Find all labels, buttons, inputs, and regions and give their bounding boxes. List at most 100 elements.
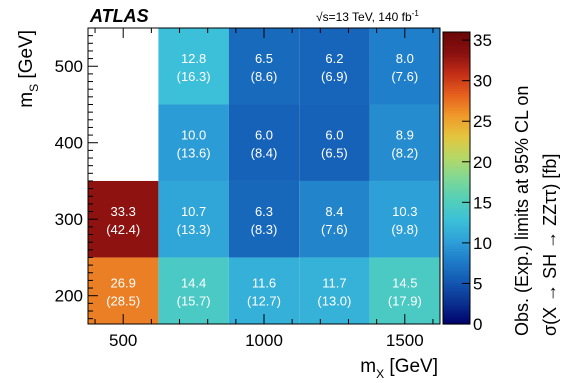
energy-lumi-text: √s=13 TeV, 140 fb — [316, 10, 412, 24]
cell-observed-label: 10.0 — [181, 128, 206, 143]
colorbar-segment — [443, 56, 470, 60]
cell-expected-label: (17.9) — [388, 294, 422, 309]
cell-observed-label: 14.4 — [181, 276, 206, 291]
colorbar-segment — [443, 299, 470, 303]
colorbar-segment — [443, 126, 470, 130]
colorbar-segment — [443, 238, 470, 242]
colorbar-segment — [443, 258, 470, 262]
colorbar-tick-label: 10 — [473, 234, 492, 253]
colorbar-segment — [443, 197, 470, 201]
heatmap-cell — [158, 104, 229, 181]
heatmap-cells — [88, 28, 440, 324]
colorbar-segment — [443, 260, 470, 264]
colorbar-segment — [443, 170, 470, 174]
colorbar: 0 5 10 15 20 25 30 35 — [442, 31, 492, 334]
colorbar-tick-label: 0 — [473, 315, 482, 334]
colorbar-segment — [443, 141, 470, 145]
colorbar-segment — [443, 180, 470, 184]
cell-expected-label: (8.3) — [251, 222, 278, 237]
x-axis-title-subscript: X — [376, 367, 384, 381]
colorbar-segment — [443, 70, 470, 74]
colorbar-segment — [443, 151, 470, 155]
heatmap-cell — [299, 180, 370, 258]
colorbar-segment — [443, 39, 470, 43]
colorbar-segment — [443, 148, 470, 152]
heatmap-cell — [88, 180, 159, 258]
colorbar-segment — [443, 263, 470, 267]
cell-observed-label: 8.4 — [325, 204, 343, 219]
heatmap-cell — [369, 257, 440, 324]
colorbar-segment — [443, 314, 470, 318]
colorbar-segment — [443, 289, 470, 293]
y-tick-label: 300 — [55, 210, 83, 229]
colorbar-segment — [443, 282, 470, 286]
colorbar-segment — [443, 61, 470, 65]
y-tick-label: 500 — [55, 57, 83, 76]
colorbar-tick-label: 20 — [473, 153, 492, 172]
cell-expected-label: (12.7) — [247, 294, 281, 309]
colorbar-segment — [443, 304, 470, 308]
colorbar-segment — [443, 236, 470, 240]
colorbar-segment — [443, 199, 470, 203]
colorbar-segment — [443, 216, 470, 220]
heatmap-cell — [228, 28, 300, 105]
heatmap-cell — [158, 257, 229, 324]
colorbar-segment — [443, 36, 470, 40]
colorbar-segment — [443, 107, 470, 111]
colorbar-segment — [443, 297, 470, 301]
cell-expected-label: (8.6) — [251, 69, 278, 84]
colorbar-segment — [443, 231, 470, 235]
x-tick-label: 1500 — [386, 331, 424, 350]
colorbar-title-line2: σ(X → SH → ZZττ) [fb] — [540, 154, 560, 336]
heatmap-cell — [299, 28, 370, 105]
colorbar-segment — [443, 131, 470, 135]
colorbar-segment — [443, 233, 470, 237]
heatmap-cell — [88, 257, 159, 324]
y-axis-title-text: m — [16, 92, 37, 108]
y-tick-label: 200 — [55, 287, 83, 306]
cell-observed-label: 8.0 — [396, 51, 414, 66]
colorbar-segment — [443, 160, 470, 164]
energy-lumi-superscript: -1 — [412, 9, 420, 18]
colorbar-segment — [443, 185, 470, 189]
colorbar-segment — [443, 114, 470, 118]
cell-observed-label: 11.6 — [252, 276, 276, 291]
cell-observed-label: 6.0 — [325, 128, 343, 143]
colorbar-segment — [443, 146, 470, 150]
y-axis-title-unit: [GeV] — [16, 30, 37, 79]
colorbar-segment — [443, 41, 470, 45]
cell-expected-label: (42.4) — [106, 222, 140, 237]
x-axis-title-unit: [GeV] — [389, 356, 438, 377]
colorbar-segment — [443, 226, 470, 230]
cell-observed-label: 8.9 — [396, 128, 414, 143]
colorbar-segment — [443, 294, 470, 298]
y-axis-title-subscript: S — [27, 84, 41, 92]
cell-expected-label: (15.7) — [177, 294, 211, 309]
cell-expected-label: (8.4) — [251, 146, 278, 161]
x-axis-title-text: m — [360, 356, 376, 377]
y-tick-label: 400 — [55, 134, 83, 153]
colorbar-segment — [443, 182, 470, 186]
heatmap-cell — [228, 257, 300, 324]
cell-expected-label: (28.5) — [106, 294, 140, 309]
heatmap-cell — [299, 104, 370, 181]
cell-observed-label: 11.7 — [322, 276, 346, 291]
colorbar-segment — [443, 311, 470, 315]
colorbar-segment — [443, 63, 470, 67]
colorbar-segment — [443, 109, 470, 113]
colorbar-segment — [443, 187, 470, 191]
cell-observed-label: 10.7 — [181, 204, 206, 219]
colorbar-segment — [443, 268, 470, 272]
colorbar-segment — [443, 280, 470, 284]
colorbar-segment — [443, 241, 470, 245]
cell-expected-label: (13.3) — [177, 222, 211, 237]
colorbar-segment — [443, 165, 470, 169]
cell-observed-label: 10.3 — [392, 204, 417, 219]
colorbar-segment — [443, 229, 470, 233]
colorbar-segment — [443, 34, 470, 38]
cell-labels: 26.9 (28.5) 14.4 (15.7) 11.6 (12.7) 11.7 (13.0)… — [106, 51, 422, 308]
colorbar-segment — [443, 97, 470, 101]
colorbar-segment — [443, 207, 470, 211]
colorbar-segment — [443, 285, 470, 289]
colorbar-segment — [443, 321, 470, 325]
